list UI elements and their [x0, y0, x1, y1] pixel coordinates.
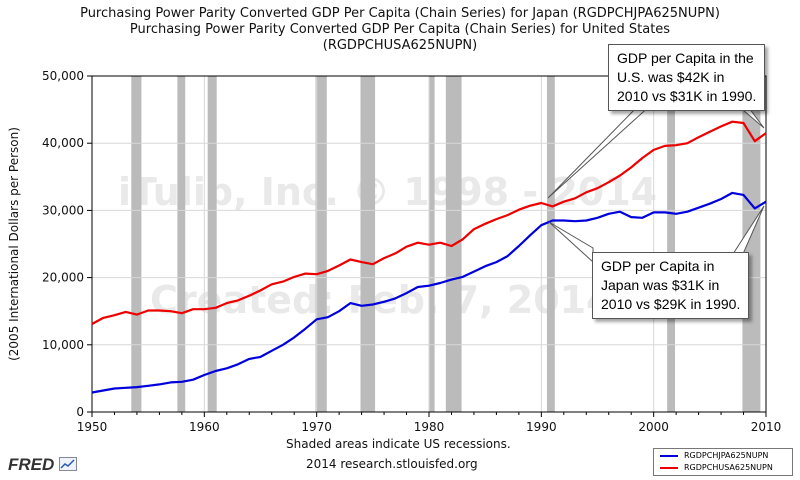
- recession-shading: [131, 76, 761, 412]
- y-tick-label-4: 40,000: [42, 136, 84, 150]
- y-tick-label-0: 0: [76, 405, 84, 419]
- recession-note: Shaded areas indicate US recessions.: [286, 437, 511, 451]
- us-pointer-1990: [547, 103, 654, 199]
- recession-band-2: [207, 76, 217, 412]
- fred-logo: FRED: [8, 455, 78, 475]
- legend-label-us: RGDPCHUSA625NUPN: [684, 463, 773, 472]
- legend-item-us: RGDPCHUSA625NUPN: [660, 462, 792, 473]
- japan-callout-line-3: 2010 vs $29K in 1990.: [601, 296, 741, 312]
- title-line-2: Purchasing Power Parity Converted GDP Pe…: [129, 22, 671, 37]
- legend-item-japan: RGDPCHJPA625NUPN: [660, 450, 792, 461]
- recession-band-7: [546, 76, 555, 412]
- y-tick-label-5: 50,000: [42, 69, 84, 83]
- japan-pointer-1990: [548, 221, 594, 264]
- series-line-us: [91, 120, 767, 325]
- title-line-1: Purchasing Power Parity Converted GDP Pe…: [80, 6, 720, 21]
- recession-band-8: [667, 76, 676, 412]
- x-tick-label-0: 1950: [77, 420, 108, 434]
- legend-label-japan: RGDPCHJPA625NUPN: [684, 451, 769, 460]
- chart-title: Purchasing Power Parity Converted GDP Pe…: [0, 6, 800, 54]
- us-callout-line-1: GDP per Capita in the: [617, 50, 754, 66]
- axis-ticks: 0 10,000 20,000 30,000 40,000 50,000 1950 1960 1…: [42, 69, 781, 434]
- us-callout: GDP per Capita in the U.S. was $42K in 2…: [608, 44, 766, 111]
- chart-legend: RGDPCHJPA625NUPN RGDPCHUSA625NUPN: [653, 448, 793, 476]
- x-tick-label-3: 1980: [414, 420, 445, 434]
- japan-callout: GDP per Capita in Japan was $31K in 2010…: [592, 252, 750, 319]
- x-tick-label-2: 1970: [301, 420, 332, 434]
- source-note: 2014 research.stlouisfed.org: [306, 457, 478, 471]
- y-axis-label: (2005 International Dollars per Person): [7, 127, 21, 361]
- fred-logo-text: FRED: [8, 455, 55, 474]
- title-line-3: (RGDPCHUSA625NUPN): [322, 38, 478, 53]
- series-line-japan: [91, 191, 767, 394]
- x-tick-label-4: 1990: [526, 420, 557, 434]
- recession-band-9: [742, 76, 761, 412]
- x-tick-label-6: 2010: [751, 420, 782, 434]
- us-callout-line-3: 2010 vs $31K in 1990.: [617, 88, 757, 104]
- legend-swatch-us: [660, 466, 678, 469]
- us-callout-line-2: U.S. was $42K in: [617, 69, 725, 85]
- recession-band-4: [360, 76, 376, 412]
- y-tick-label-1: 10,000: [42, 338, 84, 352]
- fred-chart-icon: [59, 457, 78, 471]
- japan-callout-line-1: GDP per Capita in: [601, 258, 715, 274]
- series-lines: [91, 120, 767, 394]
- callout-pointers: [547, 103, 765, 264]
- y-tick-label-2: 20,000: [42, 271, 84, 285]
- watermark-line-2: Created: Feb. 7, 2014: [150, 278, 613, 322]
- recession-band-1: [177, 76, 186, 412]
- legend-swatch-japan: [660, 454, 678, 457]
- y-tick-label-3: 30,000: [42, 203, 84, 217]
- recession-band-0: [131, 76, 142, 412]
- japan-callout-line-2: Japan was $31K in: [601, 277, 720, 293]
- x-tick-label-5: 2000: [638, 420, 669, 434]
- recession-band-3: [315, 76, 327, 412]
- x-tick-label-1: 1960: [189, 420, 220, 434]
